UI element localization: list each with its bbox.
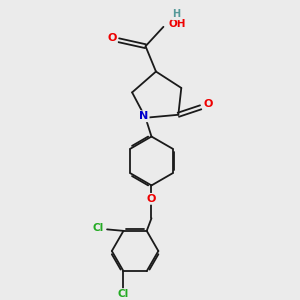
Text: O: O <box>203 99 213 109</box>
Text: Cl: Cl <box>118 289 129 299</box>
Text: O: O <box>107 33 117 43</box>
Text: O: O <box>147 194 156 204</box>
Text: Cl: Cl <box>92 223 104 233</box>
Text: H: H <box>172 9 180 19</box>
Text: OH: OH <box>169 19 186 29</box>
Text: N: N <box>140 111 149 121</box>
